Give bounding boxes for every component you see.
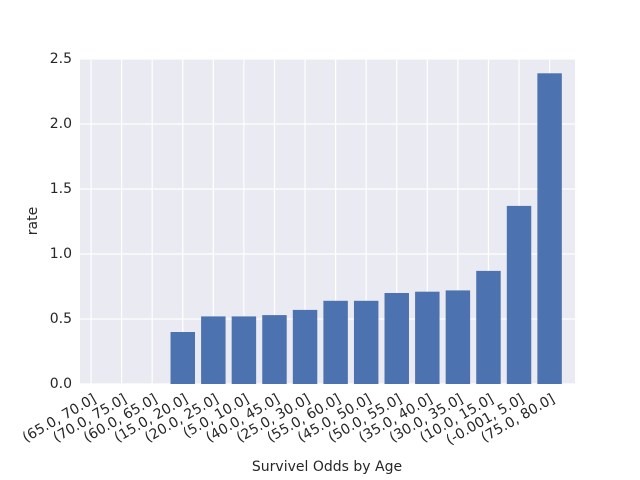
bar — [506, 205, 532, 384]
x-axis-label: Survivel Odds by Age — [252, 459, 402, 475]
y-tick-label: 0.0 — [50, 376, 72, 392]
y-tick-label: 2.0 — [50, 116, 72, 132]
bar — [262, 315, 287, 384]
y-tick-label: 1.0 — [50, 246, 72, 262]
bar — [415, 291, 440, 384]
bar — [537, 73, 562, 385]
bar — [292, 309, 318, 384]
y-tick-label: 2.5 — [50, 51, 72, 67]
bar — [231, 316, 257, 384]
bar — [323, 300, 348, 384]
y-axis-label: rate — [25, 207, 41, 235]
bar — [476, 270, 501, 384]
bar — [201, 316, 226, 384]
bar — [445, 290, 471, 384]
bar — [384, 293, 409, 384]
bar — [353, 300, 379, 384]
y-tick-label: 1.5 — [50, 181, 72, 197]
y-tick-label: 0.5 — [50, 311, 72, 327]
bar — [170, 332, 195, 384]
